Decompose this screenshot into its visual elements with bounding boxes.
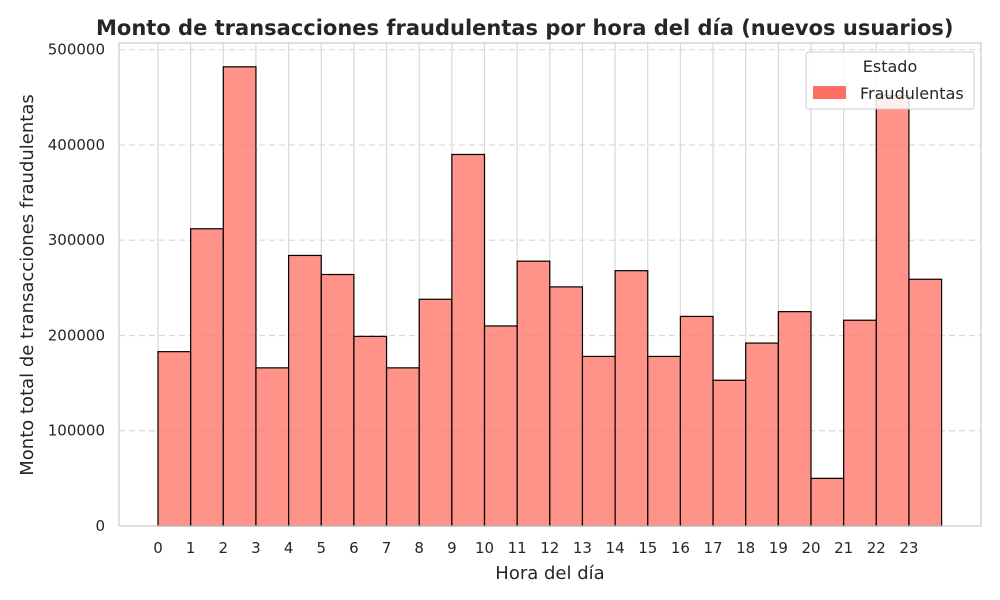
bar [875,94,910,527]
legend-swatch [813,86,846,99]
y-tick-label: 0 [95,517,105,535]
x-tick-label: 1 [186,539,196,557]
legend: Estado Fraudulentas [805,51,975,110]
x-tick-label: 6 [349,539,359,557]
x-tick-label: 14 [606,539,625,557]
bar [745,342,779,527]
bar [810,477,845,527]
bar [255,367,290,527]
x-tick-label: 8 [414,539,424,557]
x-tick-label: 23 [899,539,918,557]
legend-label: Fraudulentas [860,84,964,103]
bar [647,355,682,527]
plot-frame [118,42,982,527]
x-tick-label: 7 [382,539,392,557]
y-tick-label: 400000 [48,136,105,154]
bar [679,315,714,527]
bar [549,286,584,527]
bar [385,367,420,527]
x-tick-label: 2 [219,539,229,557]
x-tick-label: 4 [284,539,294,557]
bar [712,379,747,527]
bar [190,228,224,527]
bar [353,335,388,527]
x-tick-label: 17 [704,539,723,557]
legend-title: Estado [863,57,917,76]
y-tick-label: 200000 [48,326,105,344]
y-axis-label: Monto total de transacciones fraudulenta… [17,94,38,476]
bar [777,311,812,527]
bar [157,351,192,527]
bar [516,260,551,527]
x-ticks: 0 1 2 3 4 5 6 7 8 9 10 11 12 13 14 15 16 17 18 19 20 21 22 23 [153,539,918,557]
y-tick-label: 500000 [48,41,105,59]
chart-title: Monto de transacciones fraudulentas por … [96,16,954,40]
x-axis-label: Hora del día [495,563,604,584]
x-tick-label: 9 [447,539,457,557]
legend-box [805,51,975,110]
x-tick-label: 15 [638,539,657,557]
bar [418,298,453,527]
bar [222,66,257,527]
bar [614,270,649,527]
bar [288,254,322,527]
bar [320,273,355,527]
x-tick-label: 10 [475,539,494,557]
bar [581,355,616,527]
x-tick-label: 13 [573,539,592,557]
x-tick-label: 3 [251,539,261,557]
x-tick-label: 11 [508,539,527,557]
x-tick-label: 5 [316,539,326,557]
x-tick-label: 20 [801,539,820,557]
bar [908,278,943,527]
bars [157,66,943,527]
bar [451,153,486,527]
x-tick-label: 16 [671,539,690,557]
x-tick-label: 21 [834,539,853,557]
x-tick-label: 18 [736,539,755,557]
y-ticks: 0 100000 200000 300000 400000 500000 [48,41,105,535]
x-tick-label: 22 [867,539,886,557]
y-tick-label: 100000 [48,422,105,440]
x-tick-label: 19 [769,539,788,557]
bar [843,319,877,527]
bar [483,325,518,527]
y-tick-label: 300000 [48,231,105,249]
x-tick-label: 0 [153,539,163,557]
x-tick-label: 12 [540,539,559,557]
